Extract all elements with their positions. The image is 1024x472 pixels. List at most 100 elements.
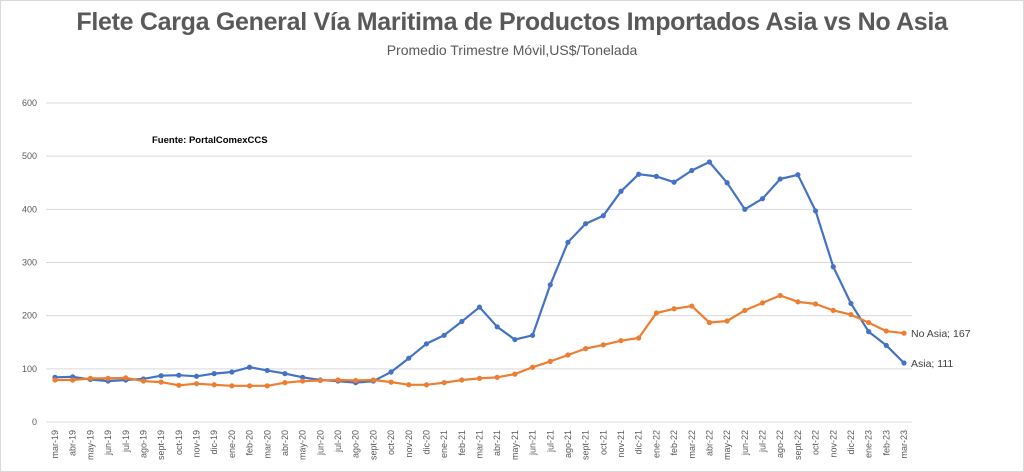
x-tick-label: oct-19 — [174, 430, 184, 455]
data-point — [264, 383, 270, 389]
data-point — [547, 358, 553, 364]
x-tick-label: abr-21 — [492, 430, 502, 456]
y-tick-label: 400 — [22, 204, 37, 214]
data-point — [618, 188, 624, 194]
data-point — [406, 355, 412, 361]
y-axis-ticks: 0 100 200 300 400 500 600 — [22, 98, 37, 427]
y-tick-label: 300 — [22, 258, 37, 268]
x-tick-label: abr-22 — [704, 430, 714, 456]
x-tick-label: sept-22 — [793, 430, 803, 460]
data-point — [671, 306, 677, 312]
x-tick-label: jun-21 — [528, 430, 538, 456]
x-tick-label: may-21 — [510, 430, 520, 460]
x-tick-label: mar-19 — [50, 430, 60, 459]
x-tick-label: feb-21 — [457, 430, 467, 456]
end-data-label: Asia; 111 — [911, 358, 953, 370]
data-point — [52, 377, 58, 383]
data-point — [229, 369, 235, 375]
x-tick-label: mar-20 — [262, 430, 272, 459]
data-point — [689, 167, 695, 174]
y-tick-label: 500 — [22, 151, 37, 161]
series-line — [54, 160, 905, 384]
chart-subtitle: Promedio Trimestre Móvil,US$/Tonelada — [386, 42, 638, 58]
data-point — [883, 328, 889, 334]
data-point — [724, 180, 730, 186]
data-point — [441, 332, 447, 338]
data-point — [459, 318, 465, 325]
chart-title: Flete Carga General Vía Maritima de Prod… — [76, 8, 948, 36]
data-point — [70, 377, 76, 383]
data-point — [512, 371, 518, 377]
data-point — [583, 346, 589, 352]
data-point — [176, 372, 182, 378]
data-point — [529, 364, 536, 370]
data-point — [423, 382, 430, 388]
x-tick-label: nov-20 — [404, 430, 414, 458]
y-tick-label: 0 — [32, 417, 37, 427]
x-tick-label: mar-21 — [475, 430, 485, 459]
x-tick-label: ene-23 — [864, 430, 874, 458]
x-tick-label: abr-20 — [280, 430, 290, 456]
x-tick-label: abr-19 — [68, 430, 78, 456]
x-tick-label: feb-23 — [881, 430, 891, 456]
data-point — [317, 377, 323, 384]
data-point — [246, 383, 253, 389]
x-tick-label: sept-21 — [581, 430, 591, 460]
x-tick-label: nov-22 — [828, 430, 838, 458]
data-point — [618, 338, 624, 344]
data-point — [706, 159, 713, 165]
x-tick-label: jun-22 — [740, 430, 750, 456]
x-tick-label: dic-19 — [209, 430, 219, 455]
y-tick-label: 100 — [22, 364, 37, 374]
gridlines — [46, 102, 912, 423]
x-tick-label: jul-20 — [333, 430, 343, 453]
data-point — [211, 382, 217, 388]
x-tick-label: ene-22 — [651, 430, 661, 458]
data-point — [300, 374, 306, 380]
x-tick-label: mar-22 — [687, 430, 697, 459]
data-point — [512, 336, 518, 343]
data-point — [565, 239, 571, 245]
data-point — [529, 332, 536, 338]
x-tick-label: ene-21 — [439, 430, 449, 458]
data-point — [370, 377, 376, 383]
end-labels: Asia; 111 No Asia; 167 — [911, 328, 971, 370]
x-tick-label: jul-22 — [758, 430, 768, 453]
x-tick-label: sept-19 — [156, 430, 166, 460]
data-point — [812, 301, 819, 307]
data-point — [459, 377, 465, 383]
data-point — [795, 172, 801, 178]
data-point — [282, 371, 288, 377]
x-axis-ticks: mar-19 abr-19 may-19 jun-19 jul-19 ago-19 sept… — [50, 430, 909, 460]
data-point — [264, 367, 270, 374]
data-point — [282, 380, 288, 386]
data-point — [565, 352, 571, 358]
x-tick-label: jul-19 — [121, 430, 131, 453]
x-tick-label: ene-20 — [227, 430, 237, 458]
data-point — [653, 173, 659, 179]
x-tick-label: jul-21 — [545, 430, 555, 453]
data-point — [866, 319, 872, 326]
x-tick-label: dic-20 — [421, 430, 431, 455]
data-point — [353, 377, 359, 384]
data-point — [848, 312, 854, 318]
data-point — [706, 319, 713, 326]
series-group — [52, 159, 907, 389]
data-point — [600, 342, 606, 348]
data-point — [777, 176, 783, 182]
x-tick-label: may-19 — [85, 430, 95, 460]
data-point — [848, 300, 854, 307]
series-asia — [52, 159, 907, 386]
series-no-asia — [52, 292, 907, 389]
x-tick-label: oct-22 — [811, 430, 821, 455]
data-point — [671, 179, 677, 185]
x-tick-label: may-22 — [722, 430, 732, 460]
data-point — [830, 307, 836, 313]
data-point — [388, 369, 394, 375]
x-tick-label: oct-20 — [386, 430, 396, 455]
x-tick-label: ago-19 — [138, 430, 148, 458]
x-tick-label: feb-20 — [245, 430, 255, 456]
data-point — [494, 374, 500, 380]
data-point — [901, 360, 907, 366]
